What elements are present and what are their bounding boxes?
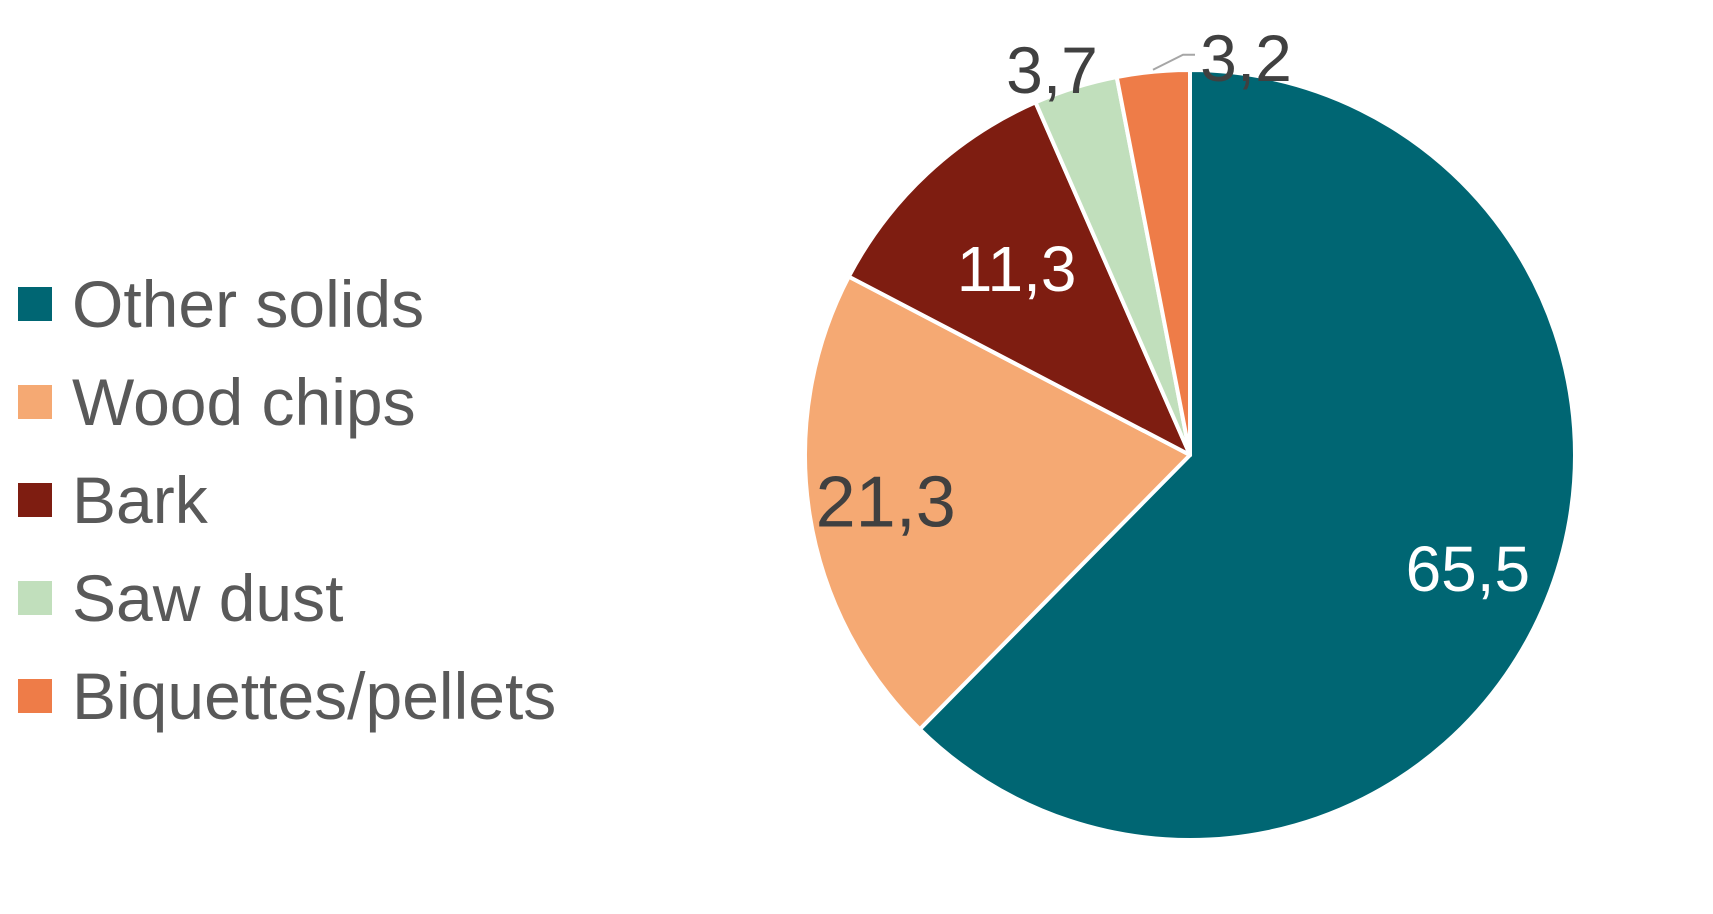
data-label-bark: 11,3 <box>957 233 1077 305</box>
legend-label-wood-chips: Wood chips <box>72 365 416 439</box>
pie-slice-other-solids <box>917 68 1577 842</box>
data-label-biquettes-pellets: 3,2 <box>1200 21 1292 95</box>
legend-label-other-solids: Other solids <box>72 267 425 341</box>
data-label-saw-dust: 3,7 <box>1006 33 1098 107</box>
data-label-other-solids: 65,5 <box>1406 533 1531 605</box>
legend-swatch-other-solids <box>18 287 52 321</box>
legend-label-bark: Bark <box>72 463 208 537</box>
pie-slices <box>803 68 1577 842</box>
legend-label-saw-dust: Saw dust <box>72 561 344 635</box>
leader-line-biquettes-pellets <box>1152 53 1196 71</box>
data-label-wood-chips: 21,3 <box>816 463 956 543</box>
legend-swatch-wood-chips <box>18 385 52 419</box>
legend-item-biquettes-pellets: Biquettes/pellets <box>18 647 556 745</box>
pie-data-labels: 65,5 21,3 11,3 3,7 3,2 <box>816 21 1531 605</box>
pie-slice-bark <box>846 100 1192 457</box>
legend-swatch-saw-dust <box>18 581 52 615</box>
legend: Other solids Wood chips Bark Saw dust Bi… <box>18 255 556 745</box>
legend-label-biquettes-pellets: Biquettes/pellets <box>72 659 557 733</box>
legend-item-bark: Bark <box>18 451 556 549</box>
legend-swatch-biquettes-pellets <box>18 679 52 713</box>
pie-slice-wood-chips <box>803 274 1192 732</box>
legend-item-wood-chips: Wood chips <box>18 353 556 451</box>
pie-slice-biquettes-pellets <box>1114 68 1192 457</box>
legend-item-saw-dust: Saw dust <box>18 549 556 647</box>
legend-item-other-solids: Other solids <box>18 255 556 353</box>
legend-swatch-bark <box>18 483 52 517</box>
